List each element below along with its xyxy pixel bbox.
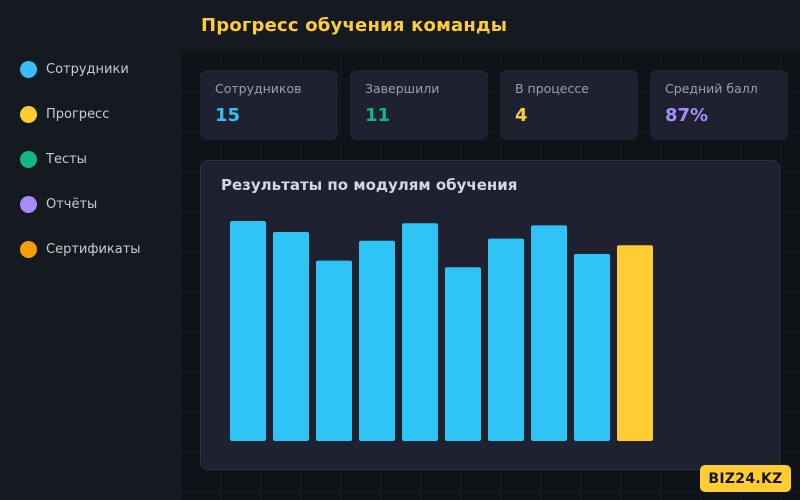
sidebar-item-label: Тесты [46,151,87,167]
sidebar-item-reports[interactable]: Отчёты [20,194,170,214]
stat-card-completed: Завершили 11 [350,70,488,140]
stat-card-in-progress: В процессе 4 [500,70,638,140]
sidebar: Сотрудники Прогресс Тесты Отчёты Сертифи… [0,0,180,500]
chart-bar-8 [531,225,567,441]
certificates-dot-icon [20,240,37,258]
sidebar-item-label: Прогресс [46,106,110,122]
chart-bar-3 [316,260,352,441]
chart-bar-4 [359,240,395,441]
chart-bar-1 [230,221,266,441]
reports-dot-icon [20,195,37,213]
header: Прогресс обучения команды [180,0,800,50]
stat-label: Сотрудников [215,81,302,96]
sidebar-item-label: Сотрудники [46,61,129,77]
chart-bar-10 [617,245,653,441]
stat-value: 4 [515,105,528,126]
stat-label: Средний балл [665,81,758,96]
stat-value: 11 [365,105,391,126]
sidebar-item-employees[interactable]: Сотрудники [20,59,170,79]
employees-dot-icon [20,60,37,78]
page-title: Прогресс обучения команды [201,15,508,36]
progress-dot-icon [20,105,37,123]
chart-bar-9 [574,254,610,441]
brand-logo: BIZ24.KZ [700,465,791,492]
chart-bar-7 [488,238,524,441]
chart-panel: Результаты по модулям обучения [200,160,780,470]
stat-label: Завершили [365,81,440,96]
stat-value: 87% [665,105,709,126]
tests-dot-icon [20,150,37,168]
chart-title: Результаты по модулям обучения [221,176,518,194]
sidebar-item-certificates[interactable]: Сертификаты [20,239,170,259]
chart-bar-2 [273,232,309,441]
stat-value: 15 [215,105,241,126]
sidebar-item-tests[interactable]: Тесты [20,149,170,169]
bar-chart [230,221,653,441]
sidebar-item-label: Сертификаты [46,241,141,257]
stat-label: В процессе [515,81,589,96]
stat-card-average-score: Средний балл 87% [650,70,788,140]
sidebar-item-label: Отчёты [46,196,98,212]
chart-bar-5 [402,223,438,441]
sidebar-item-progress[interactable]: Прогресс [20,104,170,124]
chart-bar-6 [445,267,481,441]
stat-card-employees: Сотрудников 15 [200,70,338,140]
